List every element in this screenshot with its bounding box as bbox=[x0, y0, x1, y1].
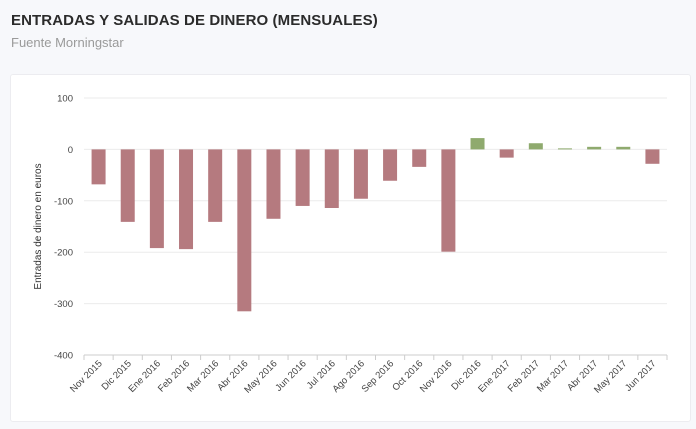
x-tick-label: Mar 2016 bbox=[185, 358, 221, 394]
chart-subtitle: Fuente Morningstar bbox=[11, 35, 124, 50]
x-tick-label: Jun 2017 bbox=[623, 358, 658, 393]
y-tick-label: -100 bbox=[54, 196, 73, 207]
bar bbox=[266, 149, 281, 219]
y-tick-label: 100 bbox=[57, 94, 73, 105]
x-tick-label: Nov 2016 bbox=[418, 358, 455, 395]
axes bbox=[83, 355, 668, 360]
gridlines bbox=[84, 97, 667, 356]
bar bbox=[616, 146, 631, 150]
x-tick-label: Jun 2016 bbox=[273, 358, 308, 393]
y-tick-label: 0 bbox=[68, 145, 73, 156]
bar bbox=[499, 149, 514, 158]
y-tick-label: -200 bbox=[54, 248, 73, 259]
bar bbox=[149, 149, 164, 249]
bar bbox=[324, 149, 339, 208]
bar bbox=[237, 149, 252, 312]
bars bbox=[91, 138, 660, 312]
chart-title: ENTRADAS Y SALIDAS DE DINERO (MENSUALES) bbox=[11, 12, 378, 29]
bar bbox=[557, 148, 572, 150]
bar bbox=[208, 149, 223, 222]
bar bbox=[179, 149, 194, 250]
y-axis-title: Entradas de dinero en euros bbox=[33, 163, 44, 289]
chart-card: 100 0 -100 -200 -300 -400 Nov 2015 Dic 2015 Ene… bbox=[10, 74, 691, 422]
bar bbox=[528, 143, 543, 150]
bar bbox=[295, 149, 310, 206]
bar bbox=[587, 146, 602, 150]
bar bbox=[470, 138, 485, 150]
bar bbox=[412, 149, 427, 167]
bar bbox=[383, 149, 398, 181]
bar bbox=[353, 149, 368, 199]
bar bbox=[441, 149, 456, 252]
y-tick-label: -400 bbox=[54, 351, 73, 362]
x-tick-label: Sep 2016 bbox=[360, 358, 397, 395]
x-tick-label: Nov 2015 bbox=[68, 358, 105, 395]
y-tick-labels: 100 0 -100 -200 -300 -400 bbox=[54, 94, 73, 362]
x-tick-label: Mar 2017 bbox=[535, 358, 571, 394]
bar bbox=[91, 149, 106, 185]
bar bbox=[120, 149, 135, 222]
bar bbox=[645, 149, 660, 164]
y-tick-label: -300 bbox=[54, 299, 73, 310]
